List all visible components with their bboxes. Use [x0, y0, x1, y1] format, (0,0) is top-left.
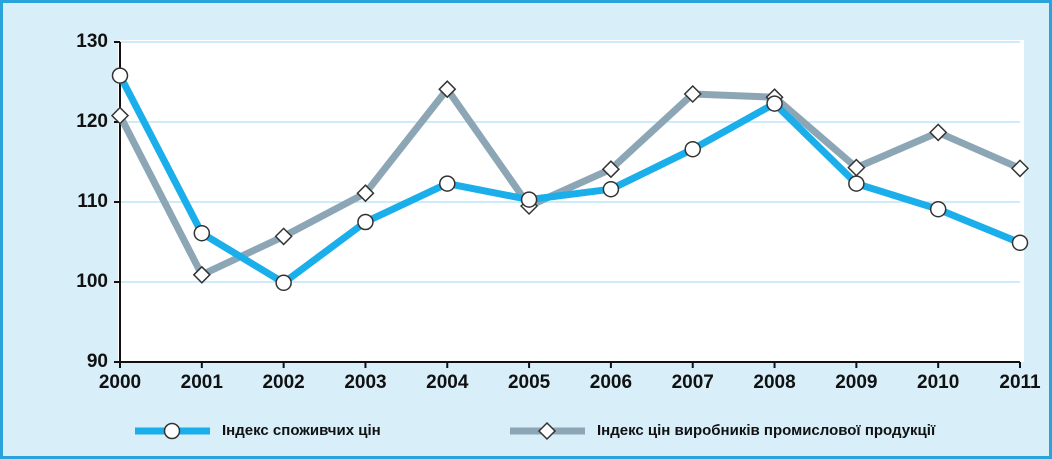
x-tick-label: 2009: [835, 372, 877, 393]
marker: [357, 213, 374, 231]
x-tick-label: 2006: [590, 372, 632, 393]
marker: [537, 421, 557, 441]
x-tick-label: 2004: [426, 372, 469, 393]
series-line: [116, 73, 1022, 287]
y-tick-label: 120: [76, 111, 108, 132]
marker: [110, 106, 130, 125]
marker: [439, 175, 456, 192]
marker: [684, 140, 701, 158]
x-tick-label: 2008: [753, 372, 795, 393]
x-tick-label: 2005: [508, 372, 551, 393]
y-tick-label: 90: [87, 351, 108, 372]
plot-area: [118, 40, 1024, 362]
y-tick-label: 100: [76, 271, 108, 292]
y-tick-label: 110: [77, 191, 108, 212]
marker: [929, 200, 947, 218]
marker: [274, 227, 293, 246]
marker: [192, 265, 211, 284]
marker: [275, 274, 292, 292]
marker: [356, 184, 375, 203]
x-tick-label: 2007: [672, 372, 714, 393]
marker: [766, 95, 783, 112]
marker: [163, 422, 181, 440]
marker: [520, 191, 538, 208]
y-tick-label: 130: [76, 31, 108, 52]
x-tick-label: 2002: [262, 372, 304, 393]
series-line: [116, 85, 1022, 279]
marker: [602, 180, 620, 198]
x-tick-label: 2011: [999, 372, 1041, 393]
legend-label: Індекс цін виробників промислової продук…: [597, 422, 936, 439]
x-tick-label: 2003: [344, 372, 386, 393]
marker: [1011, 234, 1029, 252]
x-tick-label: 2010: [917, 372, 959, 393]
marker: [111, 67, 129, 84]
marker: [848, 175, 865, 192]
x-tick-label: 2000: [99, 372, 141, 393]
marker: [1010, 159, 1030, 178]
marker: [438, 80, 457, 99]
marker: [683, 84, 702, 104]
x-tick-label: 2001: [181, 372, 224, 393]
marker: [601, 160, 620, 179]
marker: [929, 123, 948, 142]
marker: [193, 224, 211, 242]
legend-label: Індекс споживчих цін: [222, 422, 381, 439]
